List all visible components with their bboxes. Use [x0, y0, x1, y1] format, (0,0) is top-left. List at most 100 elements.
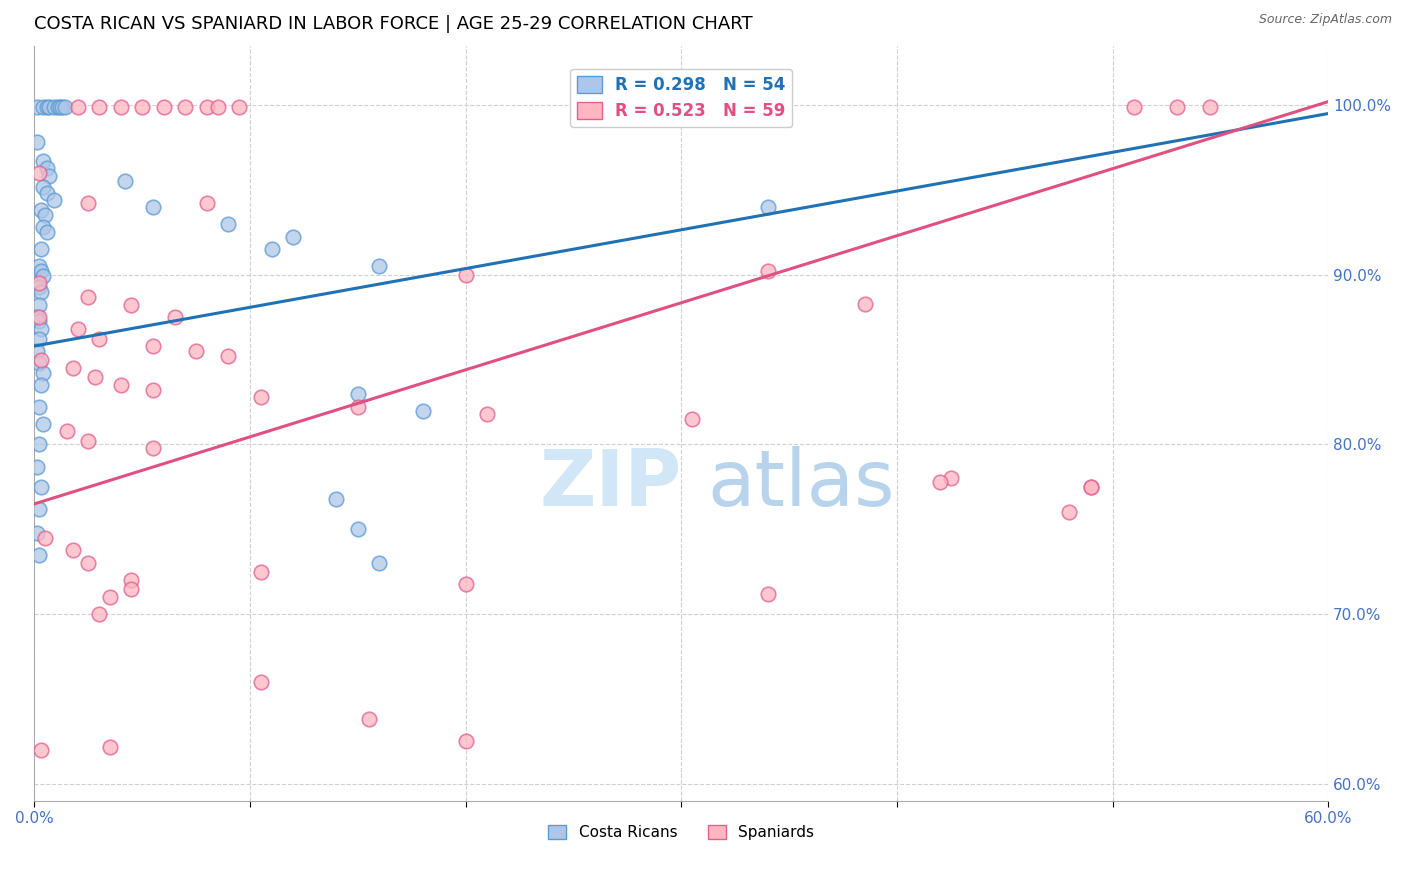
Point — [756, 587, 779, 601]
Point — [32, 179, 55, 194]
Point — [163, 310, 186, 325]
Point — [32, 417, 55, 431]
Text: atlas: atlas — [707, 446, 894, 522]
Point — [1059, 505, 1081, 519]
Point — [412, 403, 434, 417]
Point — [346, 400, 368, 414]
Point — [260, 243, 283, 257]
Point — [756, 200, 779, 214]
Point — [1080, 480, 1102, 494]
Point — [30, 243, 52, 257]
Point — [87, 100, 110, 114]
Point — [249, 565, 271, 579]
Point — [346, 386, 368, 401]
Point — [1080, 480, 1102, 494]
Point — [368, 260, 391, 274]
Point — [114, 174, 136, 188]
Point — [1166, 100, 1188, 114]
Point — [207, 100, 229, 114]
Point — [55, 424, 77, 438]
Point — [32, 220, 55, 235]
Point — [98, 591, 121, 605]
Point — [37, 186, 59, 201]
Point — [38, 100, 60, 114]
Point — [30, 285, 52, 299]
Point — [195, 100, 218, 114]
Point — [30, 352, 52, 367]
Point — [37, 225, 59, 239]
Point — [77, 196, 100, 211]
Point — [32, 100, 55, 114]
Point — [32, 269, 55, 284]
Point — [477, 407, 499, 421]
Point — [454, 576, 477, 591]
Point — [34, 531, 56, 545]
Point — [281, 230, 304, 244]
Point — [325, 491, 347, 506]
Point — [66, 322, 89, 336]
Point — [25, 459, 48, 474]
Point — [77, 290, 100, 304]
Point — [28, 548, 51, 562]
Point — [62, 542, 84, 557]
Point — [346, 522, 368, 536]
Point — [25, 100, 48, 114]
Point — [217, 217, 239, 231]
Point — [939, 471, 962, 485]
Point — [368, 556, 391, 570]
Point — [30, 264, 52, 278]
Point — [1198, 100, 1220, 114]
Point — [131, 100, 153, 114]
Point — [34, 208, 56, 222]
Point — [66, 100, 89, 114]
Point — [142, 383, 165, 397]
Point — [25, 344, 48, 359]
Point — [42, 100, 65, 114]
Point — [120, 582, 142, 596]
Point — [83, 369, 105, 384]
Point — [46, 100, 69, 114]
Point — [110, 378, 132, 392]
Point — [30, 743, 52, 757]
Point — [217, 349, 239, 363]
Point — [195, 196, 218, 211]
Point — [120, 574, 142, 588]
Point — [30, 203, 52, 218]
Point — [28, 310, 51, 325]
Point — [249, 390, 271, 404]
Point — [110, 100, 132, 114]
Point — [49, 100, 72, 114]
Point — [142, 200, 165, 214]
Point — [120, 298, 142, 312]
Point — [25, 310, 48, 325]
Point — [249, 675, 271, 690]
Point — [756, 264, 779, 278]
Point — [454, 268, 477, 282]
Point — [28, 437, 51, 451]
Point — [53, 100, 76, 114]
Point — [87, 607, 110, 622]
Legend: Costa Ricans, Spaniards: Costa Ricans, Spaniards — [541, 819, 821, 847]
Point — [87, 332, 110, 346]
Point — [32, 366, 55, 380]
Point — [28, 313, 51, 327]
Point — [32, 154, 55, 169]
Text: ZIP: ZIP — [538, 446, 682, 522]
Point — [28, 166, 51, 180]
Point — [28, 502, 51, 516]
Point — [454, 734, 477, 748]
Point — [37, 161, 59, 175]
Point — [28, 332, 51, 346]
Point — [28, 298, 51, 312]
Point — [228, 100, 250, 114]
Point — [142, 339, 165, 353]
Point — [77, 434, 100, 448]
Point — [28, 356, 51, 370]
Point — [853, 296, 876, 310]
Point — [28, 400, 51, 414]
Point — [30, 480, 52, 494]
Point — [30, 322, 52, 336]
Point — [42, 193, 65, 207]
Point — [37, 100, 59, 114]
Text: Source: ZipAtlas.com: Source: ZipAtlas.com — [1258, 13, 1392, 27]
